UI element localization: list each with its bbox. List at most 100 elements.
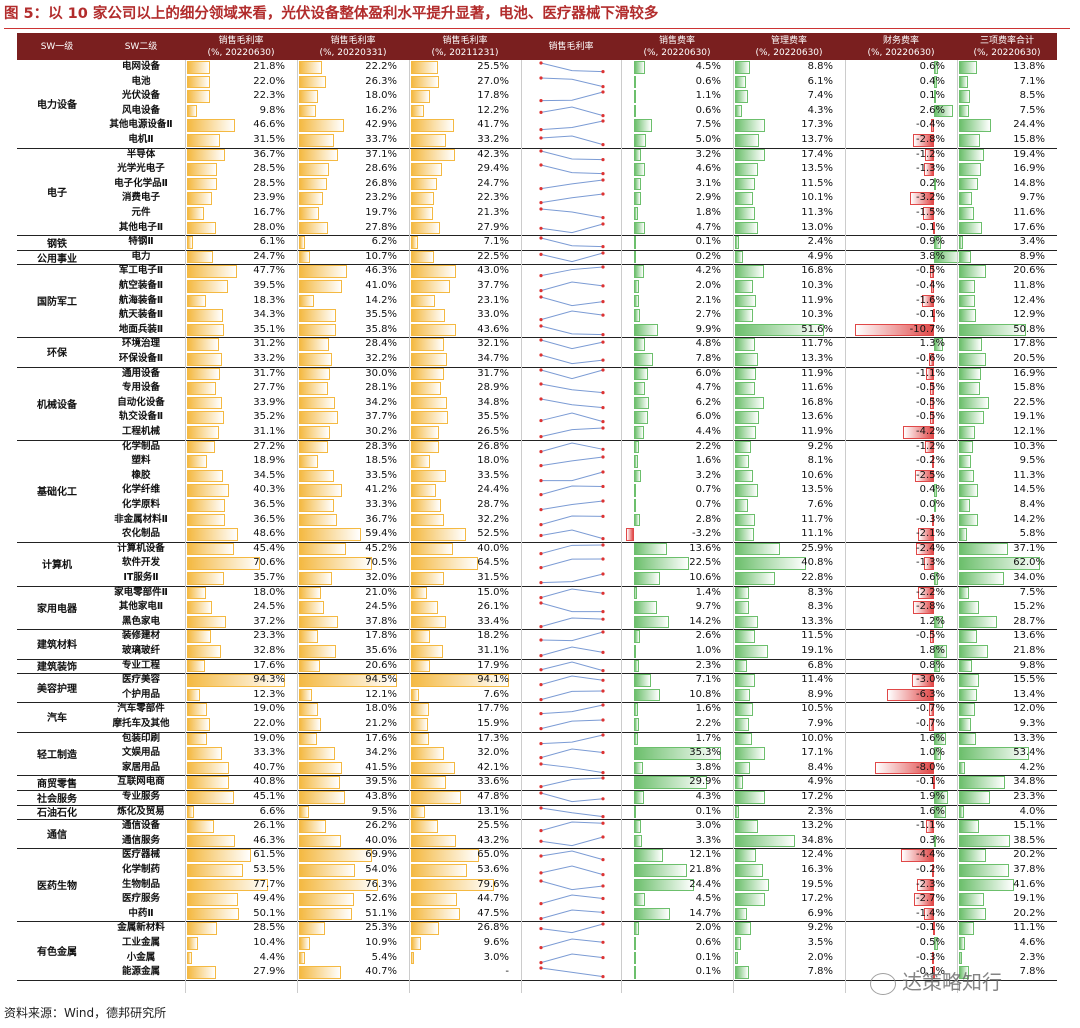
total-rate-value: 13.4% bbox=[1013, 688, 1045, 700]
gm-2022q1-cell: 17.8% bbox=[297, 629, 409, 644]
gm-2022q1-bar bbox=[299, 922, 326, 935]
gm-2022q1-value: 17.6% bbox=[365, 732, 397, 744]
sparkline-point bbox=[539, 762, 543, 766]
total-rate-cell: 12.4% bbox=[957, 294, 1057, 309]
gm-2022q1-cell: 18.5% bbox=[297, 454, 409, 469]
wechat-icon bbox=[870, 972, 896, 995]
total-rate-value: 9.3% bbox=[1019, 718, 1045, 729]
financial-rate-value: -2.7% bbox=[915, 893, 945, 905]
group-divider bbox=[17, 629, 1057, 631]
gm-2022q2-bar bbox=[187, 659, 206, 673]
sparkline-point bbox=[539, 638, 543, 642]
gm-2021-value: 25.5% bbox=[477, 61, 509, 72]
financial-rate-value: -2.8% bbox=[915, 601, 945, 613]
gm-2021-bar bbox=[411, 791, 461, 804]
gm-2022q2-cell: 33.9% bbox=[185, 396, 297, 411]
selling-rate-bar bbox=[633, 761, 643, 775]
gm-sparkline bbox=[539, 617, 605, 628]
financial-rate-cell: 0.5% bbox=[845, 936, 957, 951]
gm-2021-value: 22.3% bbox=[477, 192, 509, 204]
financial-rate-cell: -2.8% bbox=[845, 600, 957, 615]
financial-rate-value: 0.9% bbox=[919, 236, 945, 248]
selling-rate-cell: 9.9% bbox=[621, 323, 733, 338]
gm-2021-bar bbox=[411, 907, 461, 921]
financial-rate-bar bbox=[930, 396, 934, 410]
gm-2022q1-bar bbox=[299, 75, 327, 89]
sparkline-path bbox=[540, 690, 604, 700]
financial-rate-cell: 1.6% bbox=[845, 732, 957, 747]
gm-2021-bar bbox=[411, 192, 435, 205]
total-rate-cell: 8.5% bbox=[957, 89, 1057, 104]
gm-sparkline bbox=[539, 894, 605, 906]
gm-2021-value: 35.5% bbox=[477, 411, 509, 423]
gm-2022q2-value: 26.1% bbox=[253, 820, 285, 832]
financial-rate-value: -0.4% bbox=[915, 119, 945, 131]
gm-2021-value: 17.8% bbox=[477, 90, 509, 102]
gm-sparkline bbox=[539, 514, 605, 526]
sparkline-point bbox=[539, 186, 543, 190]
sparkline-point bbox=[539, 522, 543, 526]
gm-2022q1-cell: 37.1% bbox=[297, 148, 409, 163]
gm-2022q1-value: 18.5% bbox=[365, 455, 397, 467]
gm-2022q2-bar bbox=[187, 207, 205, 220]
total-rate-value: 2.3% bbox=[1019, 951, 1045, 963]
selling-rate-bar bbox=[633, 864, 688, 877]
mgmt-rate-value: 25.9% bbox=[801, 542, 833, 554]
financial-rate-cell: -1.2% bbox=[845, 148, 957, 163]
gm-sparkline bbox=[539, 557, 605, 570]
sparkline-point bbox=[601, 178, 605, 182]
gm-2022q1-value: 41.2% bbox=[365, 484, 397, 496]
total-rate-bar bbox=[959, 572, 1004, 585]
gm-sparkline bbox=[539, 922, 605, 934]
gm-2022q1-value: 20.6% bbox=[365, 659, 397, 671]
gm-2022q1-value: 6.2% bbox=[371, 236, 397, 248]
gm-2022q2-bar bbox=[187, 119, 236, 132]
sw2-label: 光学光电子 bbox=[117, 163, 165, 175]
gm-2022q1-bar bbox=[299, 747, 335, 760]
sparkline-point bbox=[601, 119, 605, 123]
gm-2022q1-cell: 28.4% bbox=[297, 337, 409, 352]
sparkline-point bbox=[601, 499, 605, 503]
gm-2022q1-value: 33.7% bbox=[365, 134, 397, 145]
gm-2022q1-bar bbox=[299, 411, 339, 424]
mgmt-rate-bar bbox=[735, 586, 750, 600]
gm-2022q1-cell: 33.7% bbox=[297, 133, 409, 148]
gm-2022q2-value: 31.2% bbox=[253, 338, 285, 350]
total-rate-cell: 9.8% bbox=[957, 659, 1057, 674]
total-rate-cell: 8.4% bbox=[957, 498, 1057, 513]
financial-rate-value: -1.1% bbox=[915, 820, 945, 832]
mgmt-rate-value: 13.6% bbox=[801, 411, 833, 423]
sparkline-point bbox=[601, 447, 605, 451]
financial-rate-bar bbox=[930, 265, 934, 278]
mgmt-rate-value: 6.1% bbox=[807, 75, 833, 87]
gm-2021-bar bbox=[411, 922, 439, 935]
gm-2021-cell: 43.6% bbox=[409, 323, 521, 338]
data-table: SW一级 SW二级 销售毛利率 (%, 20220630) 销售毛利率 (%, 20… bbox=[17, 33, 1057, 993]
gm-2022q1-cell: 30.0% bbox=[297, 367, 409, 382]
gm-2021-bar bbox=[411, 396, 448, 410]
sw2-label: 专业工程 bbox=[121, 659, 160, 671]
sparkline-point bbox=[539, 274, 543, 278]
sparkline-point bbox=[601, 873, 605, 877]
financial-rate-cell: -0.3% bbox=[845, 951, 957, 966]
selling-rate-bar bbox=[633, 791, 645, 804]
selling-rate-cell: 1.6% bbox=[621, 454, 733, 469]
gm-2021-cell: 23.1% bbox=[409, 294, 521, 309]
selling-rate-cell: 7.5% bbox=[621, 118, 733, 133]
financial-rate-cell: -0.4% bbox=[845, 279, 957, 294]
sparkline-path bbox=[540, 763, 604, 773]
financial-rate-bar bbox=[913, 134, 934, 147]
financial-rate-cell: 0.6% bbox=[845, 60, 957, 75]
financial-rate-cell: -4.2% bbox=[845, 425, 957, 440]
selling-rate-bar bbox=[633, 338, 646, 351]
gm-2022q2-cell: 23.9% bbox=[185, 191, 297, 206]
gm-2022q2-value: 28.0% bbox=[253, 221, 285, 233]
financial-rate-bar bbox=[928, 718, 934, 731]
financial-rate-value: -2.4% bbox=[915, 542, 945, 554]
total-rate-bar bbox=[959, 280, 975, 293]
sparkline-point bbox=[539, 397, 543, 401]
sw2-label: 摩托车及其他 bbox=[112, 718, 170, 729]
sw2-label: 元件 bbox=[131, 207, 151, 218]
financial-rate-bar bbox=[930, 411, 934, 424]
gm-2021-cell: 35.5% bbox=[409, 410, 521, 425]
